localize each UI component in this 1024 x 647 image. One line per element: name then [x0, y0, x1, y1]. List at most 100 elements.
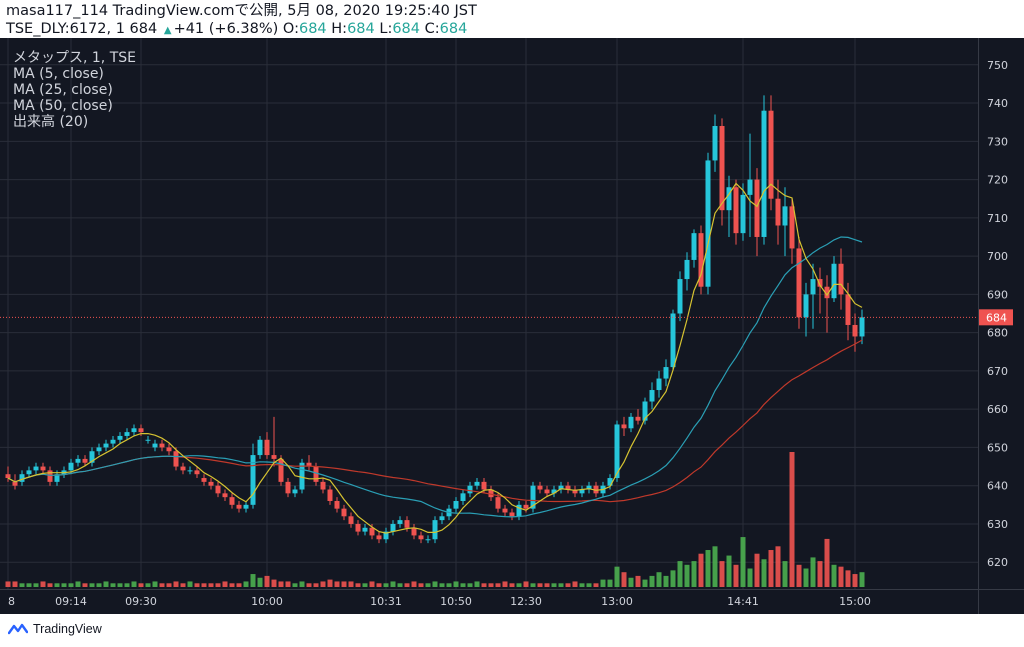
candle-body [537, 485, 543, 490]
ma5-line [7, 182, 863, 534]
candle-body [495, 497, 501, 509]
candle-body [726, 187, 732, 211]
candle-body [166, 447, 172, 452]
candle-body [439, 516, 445, 521]
volume-bar [852, 574, 858, 587]
volume-bar [229, 583, 235, 587]
candle-body [593, 485, 599, 494]
volume-bar [68, 583, 74, 587]
volume-bar [642, 579, 648, 587]
candle-body [243, 504, 249, 509]
publish-info: masa117_114 TradingView.comで公開, 5月 08, 2… [6, 3, 477, 19]
volume-bar [537, 583, 543, 587]
volume-bar [264, 575, 270, 587]
high-value: 684 [347, 21, 375, 37]
y-tick-label: 710 [987, 212, 1008, 225]
volume-bar [89, 583, 95, 587]
candle-body [502, 508, 508, 513]
candle-body [54, 474, 60, 482]
candle-body [460, 493, 466, 501]
candle-body [684, 259, 690, 280]
candle-body [859, 317, 865, 337]
volume-bar [75, 581, 81, 587]
candle-body [768, 110, 774, 199]
candle-body [152, 443, 158, 448]
candle-body [453, 500, 459, 509]
volume-bar [551, 583, 557, 587]
volume-bar [831, 564, 837, 587]
legend-title[interactable]: メタップス, 1, TSE [13, 50, 136, 66]
volume-bar [145, 583, 151, 587]
volume-bar [215, 583, 221, 587]
legend-ma25[interactable]: MA (25, close) [13, 82, 113, 98]
y-tick-label: 750 [987, 59, 1008, 72]
volume-bar [404, 583, 410, 587]
volume-bar [271, 579, 277, 587]
legend-volume[interactable]: 出来高 (20) [13, 114, 89, 130]
legend-ma50[interactable]: MA (50, close) [13, 98, 113, 114]
volume-bar [390, 581, 396, 587]
candle-body [474, 481, 480, 486]
volume-bar [369, 581, 375, 587]
candle-body [110, 439, 116, 444]
y-tick-label: 680 [987, 327, 1008, 340]
volume-bar [257, 577, 263, 587]
candle-body [432, 520, 438, 540]
candle-body [712, 126, 718, 161]
candle-body [803, 294, 809, 318]
candle-body [404, 520, 410, 528]
chart-area[interactable]: 684 620 630 640 650 660 670 680 690 700 710 720 730 7… [0, 38, 1024, 614]
volume-bar [824, 538, 830, 587]
symbol-label: TSE_DLY:6172, 1 684 [6, 21, 158, 37]
candle-body [145, 439, 151, 441]
volume-bar [103, 581, 109, 587]
volume-bar [159, 583, 165, 587]
volume-bar [292, 583, 298, 587]
candle-body [299, 462, 305, 490]
volume-bar [558, 583, 564, 587]
candle-body [313, 466, 319, 482]
candle-body [635, 416, 641, 421]
x-tick-label: 8 [8, 595, 15, 608]
volume-bar [789, 452, 795, 587]
volume-bar [138, 583, 144, 587]
candle-body [348, 516, 354, 524]
volume-bar [341, 581, 347, 587]
candle-body [558, 485, 564, 490]
candle-body [173, 451, 179, 467]
volume-bar [173, 581, 179, 587]
volume-bar [656, 572, 662, 587]
volume-bar [859, 572, 865, 587]
volume-bar [411, 581, 417, 587]
volume-bar [362, 583, 368, 587]
candle-body [824, 286, 830, 299]
volume-bar [285, 581, 291, 587]
candle-body [271, 455, 277, 459]
candle-body [26, 470, 32, 475]
candle-body [838, 263, 844, 295]
candle-body [663, 367, 669, 379]
candle-body [208, 481, 214, 486]
candle-body [201, 478, 207, 482]
volume-bar [495, 583, 501, 587]
volume-bar [306, 583, 312, 587]
x-tick-label: 10:50 [440, 595, 472, 608]
candle-body [390, 523, 396, 532]
y-tick-label: 690 [987, 288, 1008, 301]
volume-bar [12, 581, 18, 587]
tradingview-brand: TradingView [33, 622, 102, 636]
candle-body [257, 439, 263, 456]
candle-body [306, 462, 312, 467]
volume-bar [40, 581, 46, 587]
candle-body [138, 428, 144, 433]
ma50-line [7, 339, 863, 503]
candlestick-chart[interactable]: 684 620 630 640 650 660 670 680 690 700 710 720 730 7… [0, 38, 1024, 614]
volume-bar [180, 583, 186, 587]
legend-ma5[interactable]: MA (5, close) [13, 66, 104, 82]
candle-body [96, 447, 102, 452]
tradingview-logo[interactable]: TradingView [8, 622, 102, 636]
candle-body [516, 504, 522, 517]
candle-body [334, 500, 340, 509]
volume-bar [222, 581, 228, 587]
volume-bar [803, 568, 809, 587]
